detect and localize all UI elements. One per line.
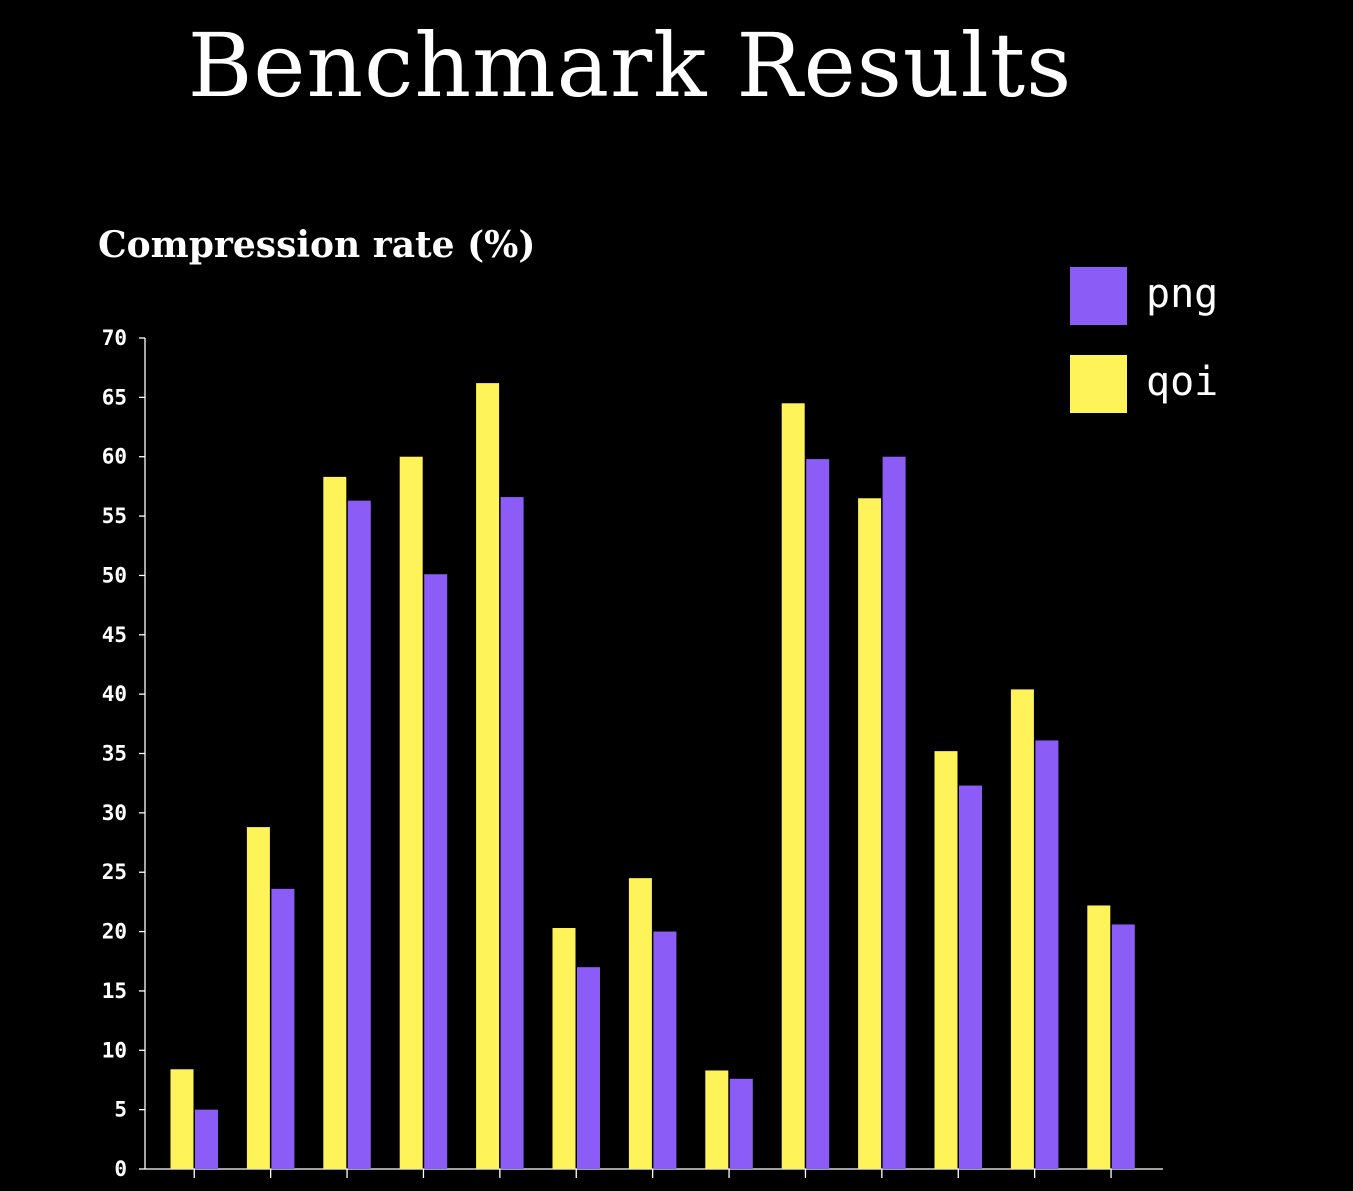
legend: png qoi bbox=[1070, 267, 1270, 443]
bar-qoi-3 bbox=[323, 476, 347, 1169]
bar-qoi-2 bbox=[246, 827, 270, 1169]
legend-label-png: png bbox=[1146, 271, 1219, 317]
y-tick-label-55: 55 bbox=[102, 504, 127, 528]
bar-png-4 bbox=[424, 574, 448, 1169]
bar-qoi-4 bbox=[399, 456, 423, 1169]
y-tick-label-45: 45 bbox=[102, 623, 127, 647]
bar-qoi-12 bbox=[1010, 689, 1034, 1169]
legend-item-png: png bbox=[1070, 267, 1270, 325]
bar-png-7 bbox=[653, 931, 677, 1169]
y-tick-label-25: 25 bbox=[102, 860, 127, 884]
bar-png-5 bbox=[500, 497, 524, 1169]
bar-qoi-9 bbox=[781, 403, 805, 1169]
bar-png-8 bbox=[729, 1078, 753, 1169]
y-tick-label-35: 35 bbox=[102, 742, 127, 766]
bar-png-6 bbox=[577, 967, 600, 1169]
bar-png-9 bbox=[806, 459, 830, 1169]
legend-swatch-png bbox=[1070, 267, 1127, 325]
bar-png-2 bbox=[271, 888, 295, 1169]
bar-qoi-1 bbox=[170, 1069, 194, 1169]
bar-png-11 bbox=[959, 785, 982, 1169]
y-tick-label-30: 30 bbox=[102, 801, 127, 825]
legend-label-qoi: qoi bbox=[1146, 359, 1219, 405]
bar-png-3 bbox=[347, 500, 371, 1170]
bar-qoi-6 bbox=[552, 928, 576, 1169]
y-tick-label-5: 5 bbox=[114, 1098, 127, 1122]
bar-qoi-11 bbox=[934, 751, 958, 1169]
bar-png-13 bbox=[1111, 924, 1135, 1169]
y-tick-label-65: 65 bbox=[102, 385, 127, 409]
bar-qoi-8 bbox=[705, 1070, 729, 1169]
y-tick-label-50: 50 bbox=[102, 563, 127, 587]
page-title: Benchmark Results bbox=[187, 14, 1073, 117]
y-tick-label-15: 15 bbox=[102, 979, 127, 1003]
bar-qoi-10 bbox=[858, 498, 882, 1169]
legend-swatch-qoi bbox=[1070, 355, 1127, 413]
bar-png-12 bbox=[1035, 740, 1059, 1169]
y-tick-label-70: 70 bbox=[102, 326, 127, 350]
bar-qoi-5 bbox=[476, 383, 500, 1169]
bar-qoi-13 bbox=[1087, 905, 1111, 1169]
y-tick-label-20: 20 bbox=[102, 920, 127, 944]
y-tick-label-10: 10 bbox=[102, 1038, 127, 1062]
y-tick-label-60: 60 bbox=[102, 445, 127, 469]
y-tick-label-40: 40 bbox=[102, 682, 127, 706]
chart-subtitle: Compression rate (%) bbox=[98, 224, 536, 266]
y-tick-label-0: 0 bbox=[114, 1157, 127, 1181]
bar-png-1 bbox=[195, 1109, 218, 1169]
bar-png-10 bbox=[882, 456, 906, 1169]
bar-qoi-7 bbox=[628, 878, 652, 1169]
legend-item-qoi: qoi bbox=[1070, 355, 1270, 413]
